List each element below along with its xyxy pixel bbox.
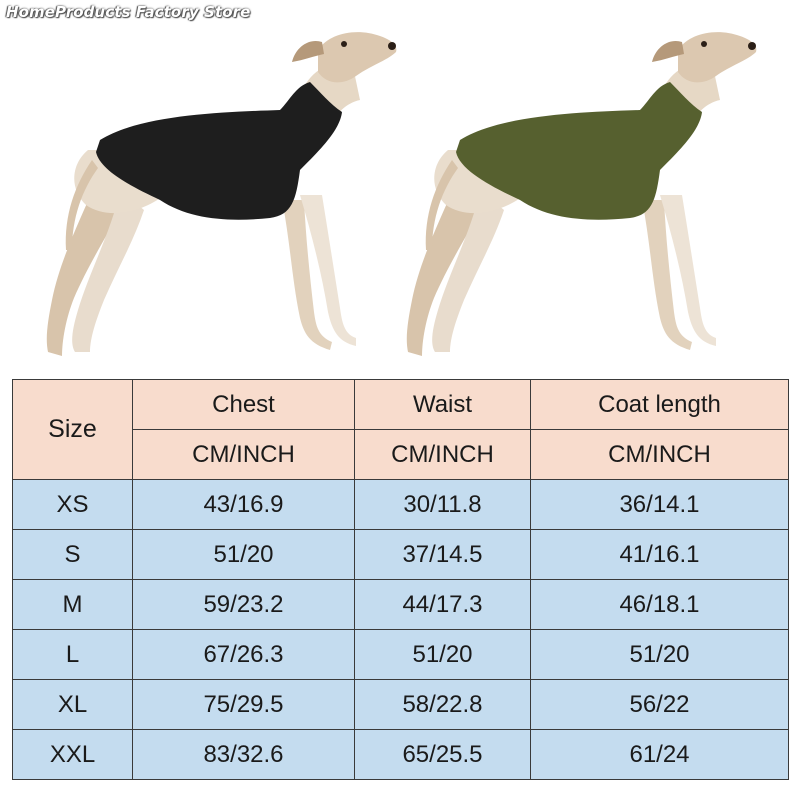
table-row: L 67/26.3 51/20 51/20 bbox=[12, 629, 789, 680]
size-cell: S bbox=[12, 529, 133, 580]
table-unit-row: CM/INCH CM/INCH CM/INCH bbox=[13, 429, 789, 480]
coat-length-cell: 46/18.1 bbox=[530, 579, 789, 630]
coat-length-unit: CM/INCH bbox=[530, 429, 789, 480]
chest-header: Chest bbox=[132, 379, 355, 430]
green-coat-dog-image bbox=[406, 32, 757, 357]
coat-length-header: Coat length bbox=[530, 379, 789, 430]
waist-cell: 30/11.8 bbox=[354, 479, 531, 530]
waist-cell: 58/22.8 bbox=[354, 679, 531, 730]
chest-cell: 83/32.6 bbox=[132, 729, 355, 780]
size-cell: XS bbox=[12, 479, 133, 530]
table-row: M 59/23.2 44/17.3 46/18.1 bbox=[12, 579, 789, 630]
table-row: XL 75/29.5 58/22.8 56/22 bbox=[12, 679, 789, 730]
coat-length-cell: 41/16.1 bbox=[530, 529, 789, 580]
table-row: XXL 83/32.6 65/25.5 61/24 bbox=[12, 729, 789, 780]
size-cell: L bbox=[12, 629, 133, 680]
table-header-row: Size Chest Waist Coat length bbox=[12, 379, 789, 480]
coat-length-cell: 61/24 bbox=[530, 729, 789, 780]
black-coat-dog-image bbox=[46, 32, 397, 357]
chest-cell: 59/23.2 bbox=[132, 579, 355, 630]
size-cell: XXL bbox=[12, 729, 133, 780]
chest-cell: 51/20 bbox=[132, 529, 355, 580]
chest-cell: 67/26.3 bbox=[132, 629, 355, 680]
coat-length-cell: 36/14.1 bbox=[530, 479, 789, 530]
chest-unit: CM/INCH bbox=[132, 429, 355, 480]
waist-cell: 65/25.5 bbox=[354, 729, 531, 780]
waist-unit: CM/INCH bbox=[354, 429, 531, 480]
size-cell: XL bbox=[12, 679, 133, 730]
waist-header: Waist bbox=[354, 379, 531, 430]
size-header: Size bbox=[12, 379, 133, 480]
size-cell: M bbox=[12, 579, 133, 630]
waist-cell: 44/17.3 bbox=[354, 579, 531, 630]
product-photo bbox=[0, 0, 800, 372]
table-row: XS 43/16.9 30/11.8 36/14.1 bbox=[12, 479, 789, 530]
chest-cell: 43/16.9 bbox=[132, 479, 355, 530]
size-chart-table: Size Chest Waist Coat length CM/INCH CM/… bbox=[12, 379, 789, 780]
waist-cell: 37/14.5 bbox=[354, 529, 531, 580]
coat-length-cell: 51/20 bbox=[530, 629, 789, 680]
chest-cell: 75/29.5 bbox=[132, 679, 355, 730]
store-watermark: HomeProducts Factory Store bbox=[6, 3, 251, 21]
coat-length-cell: 56/22 bbox=[530, 679, 789, 730]
table-row: S 51/20 37/14.5 41/16.1 bbox=[12, 529, 789, 580]
waist-cell: 51/20 bbox=[354, 629, 531, 680]
